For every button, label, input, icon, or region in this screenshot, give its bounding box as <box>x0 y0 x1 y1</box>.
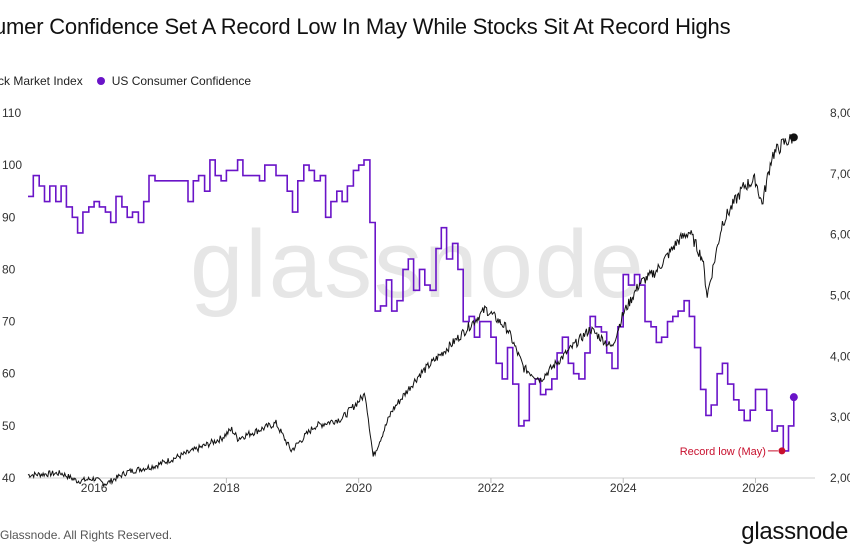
legend-label-stock: ck Market Index <box>0 74 83 88</box>
watermark: glassnode <box>190 211 646 318</box>
left-tick-label-2: 60 <box>2 367 16 381</box>
x-tick-label-3: 2022 <box>478 481 505 495</box>
right-tick-label-4: 6,00 <box>830 228 850 242</box>
brand-logo: glassnode <box>741 518 848 545</box>
legend: ck Market Index US Consumer Confidence <box>0 74 265 88</box>
right-tick-label-5: 7,00 <box>830 167 850 181</box>
left-tick-label-1: 50 <box>2 419 16 433</box>
right-tick-label-3: 5,00 <box>830 289 850 303</box>
x-tick-label-5: 2026 <box>742 481 769 495</box>
series-end-point-stock <box>789 133 798 142</box>
series-end-point-confidence <box>789 393 798 402</box>
left-tick-label-6: 100 <box>2 158 22 172</box>
left-tick-label-4: 80 <box>2 262 16 276</box>
record-low-marker <box>778 447 786 455</box>
x-tick-label-4: 2024 <box>610 481 637 495</box>
x-tick-label-0: 2016 <box>81 481 108 495</box>
copyright-footer: Glassnode. All Rights Reserved. <box>0 528 173 542</box>
right-tick-label-0: 2,00 <box>830 471 850 485</box>
left-tick-label-0: 40 <box>2 471 16 485</box>
chart-title: umer Confidence Set A Record Low In May … <box>0 14 731 39</box>
left-tick-label-5: 90 <box>2 210 16 224</box>
legend-label-confidence: US Consumer Confidence <box>111 74 252 88</box>
legend-dot-confidence <box>96 77 105 85</box>
series-line-consumer-confidence <box>28 159 795 452</box>
right-tick-label-1: 3,00 <box>830 410 850 424</box>
left-tick-label-7: 110 <box>2 106 21 120</box>
legend-item-stock-market: ck Market Index <box>0 74 83 88</box>
left-tick-label-3: 70 <box>2 315 16 329</box>
series-line-stock-market <box>27 134 795 488</box>
legend-item-consumer-confidence: US Consumer Confidence <box>96 74 252 88</box>
x-tick-label-1: 2018 <box>213 481 240 495</box>
right-tick-label-2: 4,00 <box>830 349 850 363</box>
x-tick-label-2: 2020 <box>345 481 372 495</box>
right-tick-label-6: 8,00 <box>830 106 850 120</box>
record-low-label: Record low (May) <box>680 446 766 458</box>
